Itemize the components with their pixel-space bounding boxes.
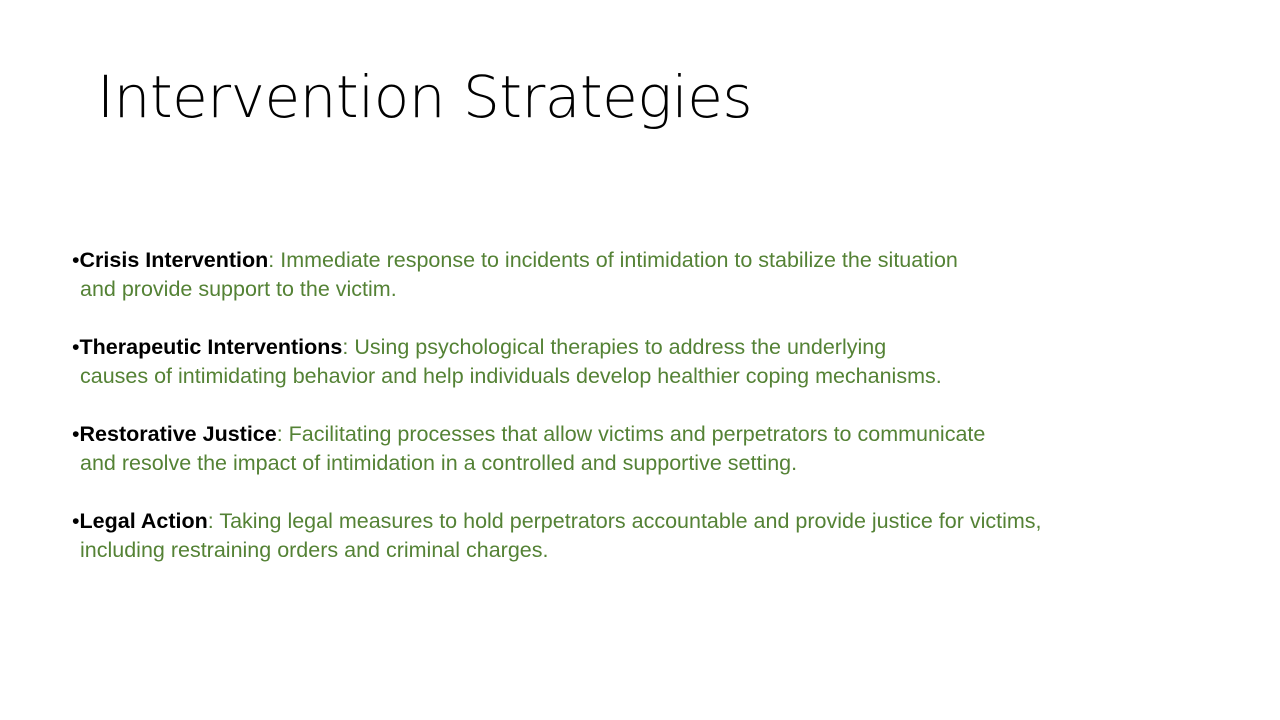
bullet-term: Crisis Intervention	[79, 248, 269, 272]
bullet-separator: :	[276, 422, 283, 446]
bullet-separator: :	[268, 248, 275, 272]
bullet-dot: •	[72, 335, 80, 359]
bullet-description-continued: causes of intimidating behavior and help…	[80, 364, 942, 388]
bullet-line-1: •Therapeutic Interventions: Using psycho…	[72, 333, 1222, 362]
bullet-item: •Crisis Intervention: Immediate response…	[72, 246, 1222, 304]
slide-title: Intervention Strategies	[97, 63, 753, 131]
bullet-term: Therapeutic Interventions	[79, 335, 343, 359]
bullet-description: Immediate response to incidents of intim…	[274, 248, 958, 272]
bullet-description-continued: and resolve the impact of intimidation i…	[80, 451, 798, 475]
bullet-line-1: •Legal Action: Taking legal measures to …	[72, 507, 1222, 536]
bullet-dot: •	[72, 422, 80, 446]
bullet-term: Restorative Justice	[79, 422, 277, 446]
bullet-description-continued: including restraining orders and crimina…	[80, 538, 549, 562]
bullet-item: •Legal Action: Taking legal measures to …	[72, 507, 1222, 565]
bullet-description: Facilitating processes that allow victim…	[282, 422, 986, 446]
bullet-item: •Restorative Justice: Facilitating proce…	[72, 420, 1222, 478]
bullet-separator: :	[207, 509, 214, 533]
bullet-line-1: •Crisis Intervention: Immediate response…	[72, 246, 1222, 275]
bullet-description: Taking legal measures to hold perpetrato…	[213, 509, 1042, 533]
bullet-item: •Therapeutic Interventions: Using psycho…	[72, 333, 1222, 391]
bullet-line-1: •Restorative Justice: Facilitating proce…	[72, 420, 1222, 449]
bullet-dot: •	[72, 248, 80, 272]
bullet-list: •Crisis Intervention: Immediate response…	[72, 246, 1222, 565]
bullet-separator: :	[342, 335, 349, 359]
bullet-term: Legal Action	[79, 509, 208, 533]
bullet-dot: •	[72, 509, 80, 533]
bullet-description: Using psychological therapies to address…	[348, 335, 887, 359]
bullet-description-continued: and provide support to the victim.	[80, 277, 397, 301]
